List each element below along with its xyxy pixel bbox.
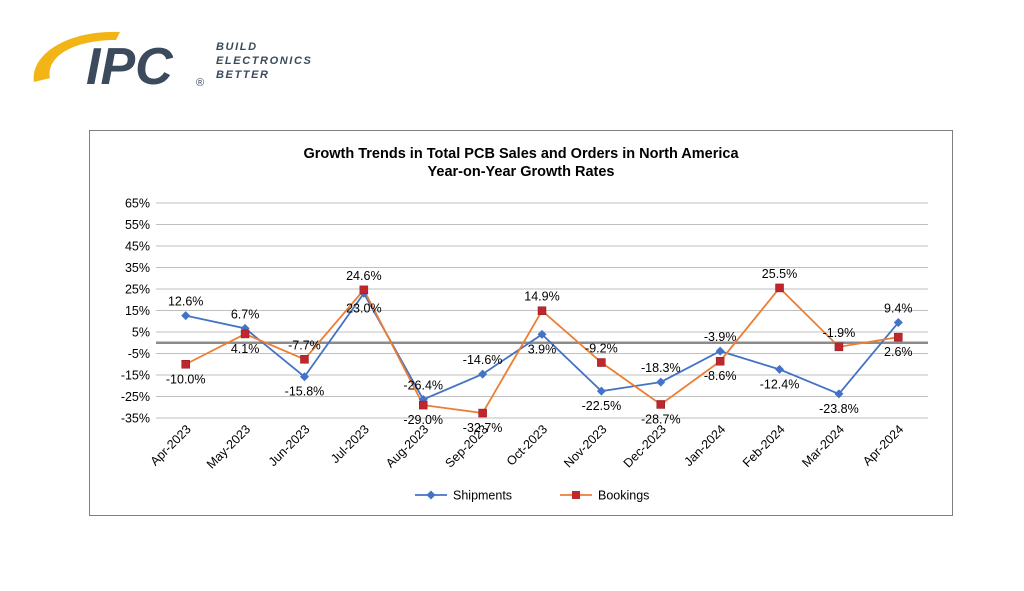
bookings-point: [181, 360, 190, 369]
x-tick-label: May-2023: [204, 422, 253, 471]
legend-shipments-label: Shipments: [453, 489, 512, 503]
line-chart: 65%55%45%35%25%15%5%-5%-15%-25%-35%Apr-2…: [121, 197, 928, 503]
shipments-data-label: -22.5%: [582, 399, 622, 413]
bookings-data-label: -29.0%: [403, 413, 443, 427]
shipments-data-label: 12.6%: [168, 295, 203, 309]
legend-bookings-marker: [572, 491, 580, 499]
x-tick-label: Nov-2023: [561, 422, 609, 470]
shipments-data-label: 3.9%: [528, 342, 557, 356]
bookings-point: [478, 408, 487, 418]
legend-bookings-label: Bookings: [598, 489, 649, 503]
y-tick-label: -35%: [121, 412, 150, 426]
shipments-data-label: -18.3%: [641, 361, 681, 375]
bookings-data-label: 14.9%: [524, 290, 559, 304]
logo-tagline-line: BETTER: [216, 69, 270, 81]
bookings-data-label: -1.9%: [823, 326, 856, 340]
chart-title: Growth Trends in Total PCB Sales and Ord…: [303, 146, 739, 162]
ipc-logo-mark: IPC ®: [33, 31, 204, 96]
shipments-data-label: -3.9%: [704, 330, 737, 344]
bookings-data-label: -10.0%: [166, 372, 206, 386]
y-tick-label: 35%: [125, 261, 150, 275]
x-tick-label: Mar-2024: [799, 422, 847, 470]
shipments-data-label: 6.7%: [231, 307, 259, 321]
bookings-point: [894, 332, 903, 342]
shipments-point: [299, 372, 309, 382]
bookings-point: [597, 358, 606, 367]
logo-tagline-line: ELECTRONICS: [216, 55, 313, 67]
logo-letters: IPC: [86, 38, 174, 94]
x-tick-label: Dec-2023: [621, 422, 669, 470]
ipc-logo: IPC ®: [28, 24, 328, 96]
chart-frame: Growth Trends in Total PCB Sales and Ord…: [89, 130, 953, 516]
bookings-point: [537, 306, 547, 315]
x-tick-label: Jun-2023: [266, 422, 313, 469]
bookings-point: [775, 283, 784, 293]
bookings-point: [715, 356, 725, 366]
bookings-point: [834, 342, 844, 352]
y-tick-label: 55%: [125, 218, 150, 232]
x-tick-label: Apr-2024: [860, 422, 906, 468]
shipments-data-label: -12.4%: [760, 377, 800, 391]
x-tick-label: Aug-2023: [383, 422, 431, 470]
shipments-point: [478, 369, 488, 379]
shipments-data-label: 9.4%: [884, 302, 913, 316]
shipments-point: [715, 346, 725, 356]
y-tick-label: 15%: [125, 304, 150, 318]
y-tick-label: -25%: [121, 390, 150, 404]
y-tick-label: -15%: [121, 369, 150, 383]
bookings-data-label: -8.6%: [704, 369, 737, 383]
bookings-point: [656, 400, 666, 409]
logo-tagline: BUILD ELECTRONICS BETTER: [216, 40, 312, 82]
x-tick-label: Jan-2024: [682, 422, 729, 469]
bookings-data-label: -32.7%: [463, 421, 503, 435]
logo-tagline-line: BUILD: [216, 41, 258, 53]
shipments-data-label: -14.6%: [463, 353, 503, 367]
logo-registered: ®: [196, 77, 204, 89]
bookings-point: [240, 329, 250, 339]
shipments-point: [181, 311, 191, 321]
bookings-data-label: 4.1%: [231, 342, 259, 356]
y-tick-label: -5%: [128, 347, 150, 361]
bookings-data-label: 24.6%: [346, 269, 381, 283]
x-tick-label: Jul-2023: [328, 422, 372, 466]
shipments-point: [775, 364, 785, 374]
shipments-point: [596, 386, 606, 396]
x-tick-label: Oct-2023: [504, 422, 550, 468]
y-tick-label: 25%: [125, 283, 150, 297]
x-tick-label: Apr-2023: [148, 422, 194, 468]
bookings-point: [418, 400, 428, 410]
y-tick-label: 65%: [125, 197, 150, 211]
shipments-data-label: -15.8%: [285, 385, 325, 399]
shipments-point: [893, 318, 903, 328]
bookings-data-label: -28.7%: [641, 412, 681, 426]
bookings-point: [359, 285, 369, 295]
shipments-point: [656, 377, 666, 387]
shipments-point: [834, 389, 844, 399]
shipments-data-label: 23.0%: [346, 301, 381, 315]
bookings-data-label: -9.2%: [585, 342, 618, 356]
shipments-data-label: -23.8%: [819, 402, 859, 416]
y-tick-label: 45%: [125, 240, 150, 254]
shipments-point: [537, 329, 547, 339]
bookings-point: [300, 355, 309, 364]
x-tick-label: Feb-2024: [740, 422, 788, 470]
legend-shipments-marker: [426, 490, 436, 500]
bookings-data-label: 2.6%: [884, 345, 913, 359]
chart-subtitle: Year-on-Year Growth Rates: [427, 164, 615, 180]
bookings-data-label: -7.7%: [288, 338, 321, 352]
y-tick-label: 5%: [132, 326, 150, 340]
bookings-data-label: 25.5%: [762, 267, 797, 281]
shipments-data-label: -26.4%: [403, 379, 443, 393]
